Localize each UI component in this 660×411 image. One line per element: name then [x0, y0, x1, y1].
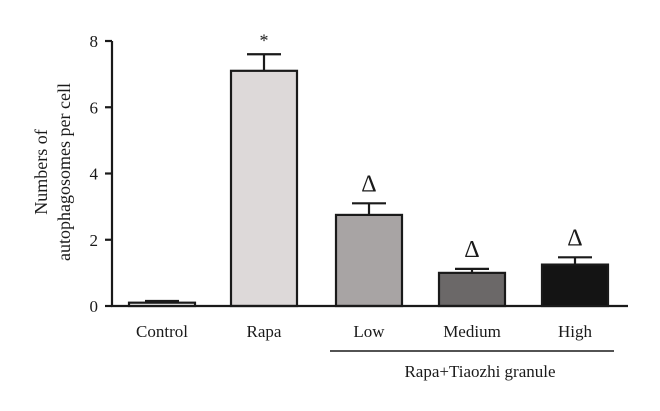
significance-marker-high: Δ — [567, 225, 582, 251]
x-tick-label-medium: Medium — [443, 322, 501, 341]
bars-layer — [127, 69, 610, 308]
y-tick-label-4: 4 — [90, 165, 99, 184]
significance-marker-low: Δ — [361, 171, 376, 197]
axes-layer: 0 2 4 6 8 — [90, 32, 628, 316]
x-tick-labels: Control Rapa Low Medium High — [136, 322, 592, 341]
y-axis-title: Numbers of autophagosomes per cell — [31, 83, 74, 261]
y-tick-label-2: 2 — [90, 231, 99, 250]
y-axis-title-line-2: autophagosomes per cell — [54, 83, 74, 261]
bar-low — [334, 213, 404, 308]
y-tick-label-0: 0 — [90, 297, 99, 316]
significance-marker-rapa: * — [260, 30, 269, 50]
y-axis-title-line-1: Numbers of — [31, 129, 51, 214]
group-bracket: Rapa+Tiaozhi granule — [330, 350, 614, 381]
x-tick-label-low: Low — [353, 322, 385, 341]
x-tick-label-rapa: Rapa — [247, 322, 282, 341]
group-label: Rapa+Tiaozhi granule — [404, 362, 555, 381]
annotations-layer: * Δ Δ Δ — [260, 30, 583, 263]
bar-high — [540, 263, 610, 308]
y-tick-label-8: 8 — [90, 32, 99, 51]
bar-rapa — [229, 69, 299, 308]
error-bars-layer — [145, 53, 592, 303]
x-tick-label-control: Control — [136, 322, 188, 341]
bar-medium — [437, 271, 507, 308]
y-tick-label-6: 6 — [90, 98, 99, 117]
x-tick-label-high: High — [558, 322, 593, 341]
significance-marker-medium: Δ — [464, 237, 479, 263]
